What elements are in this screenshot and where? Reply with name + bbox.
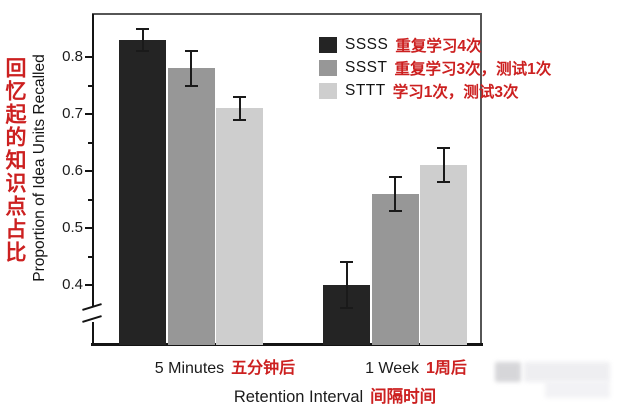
y-major-tick — [84, 113, 93, 115]
bar-ssst-1week — [371, 193, 419, 345]
x-axis-line — [91, 343, 483, 346]
error-bar-cap — [340, 261, 353, 264]
x-group-label-5-minutes-en: 5 Minutes — [154, 360, 225, 377]
watermark-fragment — [495, 362, 521, 382]
x-group-label-5-minutes: 5 Minutes 五分钟后 — [155, 354, 295, 378]
legend: SSSS 重复学习4次 SSST 重复学习3次，测试1次 STTT 学习1次，测… — [319, 35, 552, 101]
legend-item-ssss: SSSS 重复学习4次 — [319, 35, 551, 55]
y-axis-line-upper — [91, 14, 94, 307]
error-bar — [394, 176, 396, 211]
plot-frame — [92, 13, 482, 345]
y-tick-label: 0.4 — [62, 276, 83, 293]
legend-swatch-sttt — [319, 82, 337, 99]
legend-desc-ssst: 重复学习3次，测试1次 — [394, 60, 552, 78]
error-bar — [141, 28, 144, 52]
x-axis-title-en: Retention Interval — [233, 388, 364, 406]
y-tick-label: 0.6 — [62, 162, 83, 179]
plot-area — [93, 14, 482, 345]
legend-desc-sttt: 学习1次，测试3次 — [392, 83, 519, 101]
legend-desc-ssss: 重复学习4次 — [395, 37, 482, 55]
y-tick-label: 0.8 — [62, 48, 83, 65]
x-group-label-1-week: 1 Week 1周后 — [365, 354, 467, 378]
error-bar-cap — [437, 147, 450, 150]
error-bar-cap — [184, 50, 198, 53]
bar-sttt-5min — [216, 108, 263, 345]
y-minor-tick — [87, 255, 93, 258]
x-axis-title-zh: 间隔时间 — [370, 388, 437, 406]
watermark-fragment — [545, 381, 610, 398]
error-bar — [345, 262, 348, 308]
y-axis-line-lower — [91, 322, 94, 345]
error-bar-cap — [388, 175, 402, 178]
error-bar-cap — [233, 118, 246, 121]
y-tick-label: 0.5 — [62, 219, 83, 236]
legend-key-ssss: SSSS — [345, 35, 389, 53]
y-minor-tick — [87, 84, 93, 87]
legend-key-ssst: SSST — [345, 58, 388, 76]
error-bar-cap — [184, 84, 198, 87]
error-bar-cap — [388, 209, 402, 212]
error-bar-cap — [136, 50, 149, 53]
x-group-label-1-week-zh: 1周后 — [426, 360, 467, 377]
x-group-label-1-week-en: 1 Week — [365, 360, 420, 377]
y-major-tick — [84, 56, 93, 58]
y-tick-label: 0.7 — [62, 105, 83, 122]
legend-item-ssst: SSST 重复学习3次，测试1次 — [319, 58, 552, 78]
y-minor-tick — [87, 198, 93, 201]
error-bar-cap — [340, 306, 353, 309]
bar-sttt-1week — [420, 165, 467, 345]
error-bar-cap — [136, 27, 149, 30]
bar-ssss-5min — [119, 39, 166, 345]
x-axis-title: Retention Interval 间隔时间 — [234, 383, 436, 407]
legend-item-sttt: STTT 学习1次，测试3次 — [319, 81, 551, 101]
watermark-fragment — [524, 362, 610, 382]
y-major-tick — [84, 227, 93, 229]
y-axis-label-chinese: 回忆起的知识点占比 — [3, 57, 26, 264]
error-bar — [442, 148, 445, 183]
legend-swatch-ssss — [319, 36, 337, 53]
y-major-tick — [84, 170, 93, 172]
y-minor-tick — [87, 141, 93, 144]
error-bar-cap — [233, 95, 246, 98]
x-group-label-5-minutes-zh: 五分钟后 — [231, 360, 296, 377]
error-bar — [190, 51, 192, 86]
bar-ssst-5min — [167, 68, 215, 345]
error-bar-cap — [437, 181, 450, 184]
legend-key-sttt: STTT — [345, 81, 386, 99]
error-bar — [238, 96, 241, 120]
legend-swatch-ssst — [319, 59, 337, 76]
y-major-tick — [84, 284, 93, 286]
